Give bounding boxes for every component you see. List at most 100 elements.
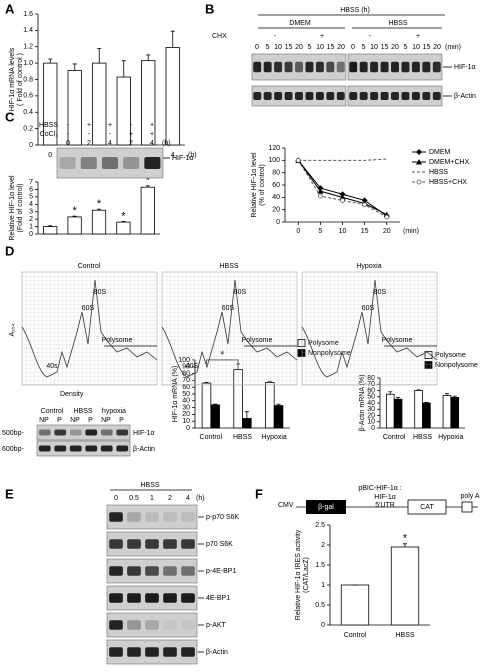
label: P [57,417,62,424]
y-tick-label: 60 [272,182,280,189]
label: 20 [337,44,345,51]
band [432,92,441,100]
x-tick-label: 10 [339,228,347,235]
band [145,566,159,576]
y-axis-label: Relative HIF-1α level [9,175,16,241]
error-bar [97,208,101,211]
bar [450,396,460,429]
y-tick-label: 20 [367,412,375,419]
band [54,445,67,452]
label: - [67,131,70,138]
label: + [108,122,112,129]
band [163,539,177,549]
panel-letter: D [5,243,14,258]
band [284,61,293,73]
label: 4 [150,140,154,147]
label: - [274,33,277,40]
label: + [129,131,133,138]
bar [414,390,423,429]
label: (min) [445,44,461,51]
legend-label: HBSS [429,169,448,176]
error-bar [72,215,77,217]
band [432,61,441,73]
y-tick-label: 1.5 [315,562,325,569]
band [80,157,97,169]
profile-title: HBSS [219,263,238,270]
peak-label: 60S [82,305,95,312]
y-axis-label: ( Fold of control ) [17,53,24,106]
y-tick-label: 3 [29,209,33,216]
x-tick-label: Hypoxia [438,434,463,441]
profile-title: Control [78,263,101,270]
band [85,429,98,436]
band [391,92,399,100]
y-tick-label: 0.2 [23,125,33,132]
band [295,92,303,100]
band [181,539,195,549]
band [370,61,379,73]
y-tick-label: 1.2 [23,44,33,51]
band [380,61,389,73]
label: P [119,417,124,424]
band [274,61,283,73]
band [336,61,345,73]
y-tick-label: 20 [182,411,190,418]
bar [91,209,107,235]
label: NP [39,417,49,424]
legend-label: HBSS+CHX [429,179,467,186]
error-bar [121,60,126,78]
label: HIF-1α [172,155,194,162]
band [163,566,177,576]
y-tick-label: 0 [276,219,280,226]
y-tick-label: 0.6 [23,93,33,100]
label: β-Actin [454,93,476,100]
band [109,512,123,522]
profile-curve [161,279,298,378]
band [305,92,314,100]
marker [361,197,368,204]
label: 15 [285,44,293,51]
x-tick-label: Control [344,632,367,639]
error-bar [48,225,53,227]
band [127,620,141,630]
label: HBSS [73,408,92,415]
label: HIF-1α [133,430,155,437]
label: NP [70,417,80,424]
error-bar [72,63,77,71]
error-bar [396,396,401,400]
band [38,445,51,452]
label: HBSS (h) [340,7,370,14]
marker [339,194,346,200]
line [297,160,387,218]
band [85,445,98,452]
peak-label: 40s [46,363,58,370]
band [253,92,262,100]
band [127,539,141,549]
band [349,92,358,100]
band [359,92,368,100]
gene-box [306,500,346,514]
bar [210,404,220,429]
bar [273,405,284,429]
gene-box [407,499,447,515]
label: 0 [66,140,70,147]
bar [385,393,395,429]
label: 15 [423,44,431,51]
label: CMV [278,502,294,509]
x-tick-label: HBSS [233,434,252,441]
annotation: * [403,533,408,545]
label: poly A [460,493,479,500]
marker [384,214,390,220]
annotation: * [121,210,126,222]
peak-label: 40S [186,363,199,370]
marker [416,159,422,165]
label: 10 [370,44,378,51]
label: 20 [433,44,441,51]
label: p-p70 S6K [206,514,239,521]
band [411,92,420,100]
y-tick-label: 0 [29,142,33,149]
blot [36,424,131,441]
band [145,593,159,603]
band [305,61,314,73]
bar [265,382,275,429]
